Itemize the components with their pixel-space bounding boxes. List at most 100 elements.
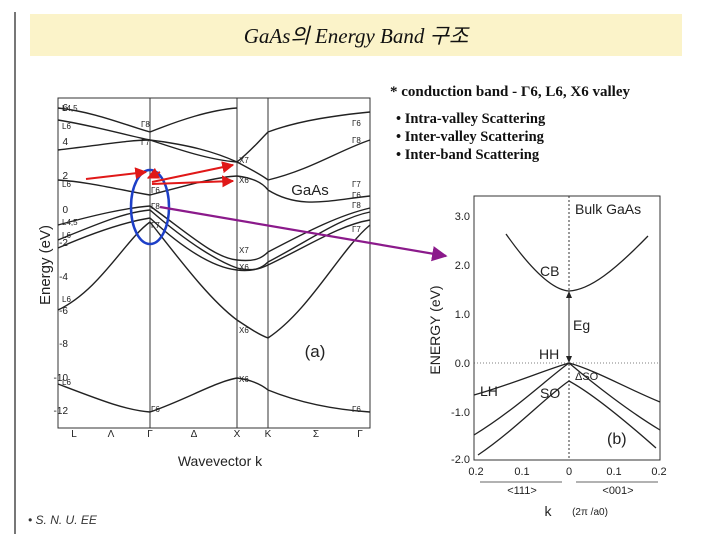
pt-label: Γ6: [151, 186, 160, 195]
y-tick: -12: [54, 406, 69, 417]
x-tick: Λ: [108, 429, 115, 440]
panel-b-label: (b): [607, 431, 627, 448]
x-tick: Γ: [357, 429, 363, 440]
scatter-arrow-gamma: [146, 167, 161, 179]
panel-a-label: (a): [305, 342, 326, 361]
left-plot-frame: [57, 97, 371, 429]
lh-label: LH: [480, 383, 498, 399]
pt-label: Γ7: [141, 138, 150, 147]
pt-label: X7: [239, 156, 249, 165]
y-tick: -6: [59, 306, 68, 317]
pt-label: X6: [239, 326, 249, 335]
pt-label: Γ8: [141, 120, 150, 129]
y-tick: 3.0: [455, 211, 470, 223]
pt-label: L6: [62, 378, 71, 387]
pt-label: Γ7: [352, 180, 361, 189]
scatter-arrow-x7: [151, 161, 235, 183]
scatter-arrow-x6: [151, 175, 235, 188]
x-tick: K: [265, 429, 272, 440]
y-tick: -2.0: [451, 454, 470, 466]
valence-band-curve: [57, 205, 371, 262]
y-tick: 4: [62, 137, 68, 148]
y-tick: -10: [54, 373, 69, 384]
title-bar: GaAs의 Energy Band 구조: [30, 14, 682, 56]
dso-label: ΔSO: [575, 371, 599, 383]
cb-label: CB: [540, 263, 559, 279]
scattering-bullets: • Intra-valley Scattering • Inter-valley…: [396, 110, 545, 164]
x-tick: Σ: [313, 429, 319, 440]
slide-title: GaAs의 Energy Band 구조: [243, 24, 469, 48]
y-tick: 0: [62, 205, 68, 216]
pt-label: L6: [62, 180, 71, 189]
pt-label: L4,5: [62, 104, 78, 113]
pt-label: L6: [62, 295, 71, 304]
band-curve: [57, 139, 371, 181]
right-plot-frame: [473, 195, 661, 461]
conduction-band-curve: [57, 175, 371, 203]
right-band-figure: 3.0 2.0 1.0 0.0 -1.0 -2.0 ENERGY (eV) 0.…: [427, 195, 667, 519]
y-tick: 2: [62, 171, 68, 182]
x-tick: L: [71, 429, 77, 440]
pt-label: Γ6: [352, 119, 361, 128]
pt-label: L4,5: [62, 218, 78, 227]
conduction-band-note: * conduction band - Γ6, L6, X6 valley: [390, 84, 630, 100]
pt-label: Γ8: [352, 136, 361, 145]
so-curve: [477, 380, 657, 456]
zoom-pointer-arrow: [159, 205, 448, 262]
left-band-figure: 6 4 2 0 -2 -4 -6 -8 -10 -12 Energy (eV) …: [37, 97, 371, 469]
pt-label: Γ8: [352, 201, 361, 210]
left-y-ticks: 6 4 2 0 -2 -4 -6 -8 -10 -12: [54, 103, 69, 417]
x-tick: 0.2: [651, 466, 666, 478]
deep-valence-curve: [57, 221, 371, 339]
right-band-curves: [473, 233, 661, 456]
so-label: SO: [540, 385, 560, 401]
x-tick: 0.2: [468, 466, 483, 478]
x-tick: Γ: [147, 429, 153, 440]
band-curve: [57, 111, 371, 163]
cb-curve: [505, 233, 649, 292]
x-tick: Δ: [191, 429, 198, 440]
pt-label: X6: [239, 263, 249, 272]
right-y-label: ENERGY (eV): [427, 285, 443, 374]
lh-curve: [473, 362, 661, 436]
right-band-labels: CB Eg HH LH SO ΔSO (b): [480, 263, 627, 448]
y-tick: -4: [59, 272, 68, 283]
dir-001-label: <001>: [602, 485, 633, 497]
bullet-inter-valley: • Inter-valley Scattering: [396, 129, 544, 145]
x-tick: 0.1: [606, 466, 621, 478]
pt-label: Γ7: [352, 225, 361, 234]
y-tick: 0.0: [455, 358, 470, 370]
footer-credit: • S. N. U. EE: [28, 513, 97, 527]
left-border-line: [14, 12, 16, 534]
y-tick: -8: [59, 339, 68, 350]
pt-label: Γ8: [151, 202, 160, 211]
x-tick: 0.1: [514, 466, 529, 478]
right-x-ticks: 0.2 0.1 0 0.1 0.2: [468, 466, 666, 478]
bulk-gaas-title: Bulk GaAs: [575, 201, 641, 217]
dir-111-label: <111>: [507, 485, 537, 497]
eg-arrow-head-bottom: [566, 356, 572, 363]
left-y-label: Energy (eV): [37, 225, 54, 305]
pt-label: X6: [239, 176, 249, 185]
right-x-label: k: [545, 503, 553, 519]
valence-band-curve: [57, 217, 371, 272]
band-curve: [57, 107, 238, 133]
pt-label: Γ7: [151, 221, 160, 230]
bullet-inter-band: • Inter-band Scattering: [396, 147, 540, 163]
pt-label: L6: [62, 231, 71, 240]
band-curves: [57, 107, 371, 413]
scatter-arrow-l6: [85, 167, 148, 180]
y-tick: 1.0: [455, 309, 470, 321]
x-tick: 0: [566, 466, 572, 478]
eg-label: Eg: [573, 317, 590, 333]
left-x-label: Wavevector k: [178, 453, 263, 469]
material-label: GaAs: [291, 182, 329, 199]
y-tick: 2.0: [455, 260, 470, 272]
lowest-band-curve: [57, 377, 371, 413]
pt-label: X6: [239, 375, 249, 384]
pt-label: Γ6: [352, 191, 361, 200]
eg-arrow-head-top: [566, 291, 572, 298]
y-tick: -1.0: [451, 407, 470, 419]
